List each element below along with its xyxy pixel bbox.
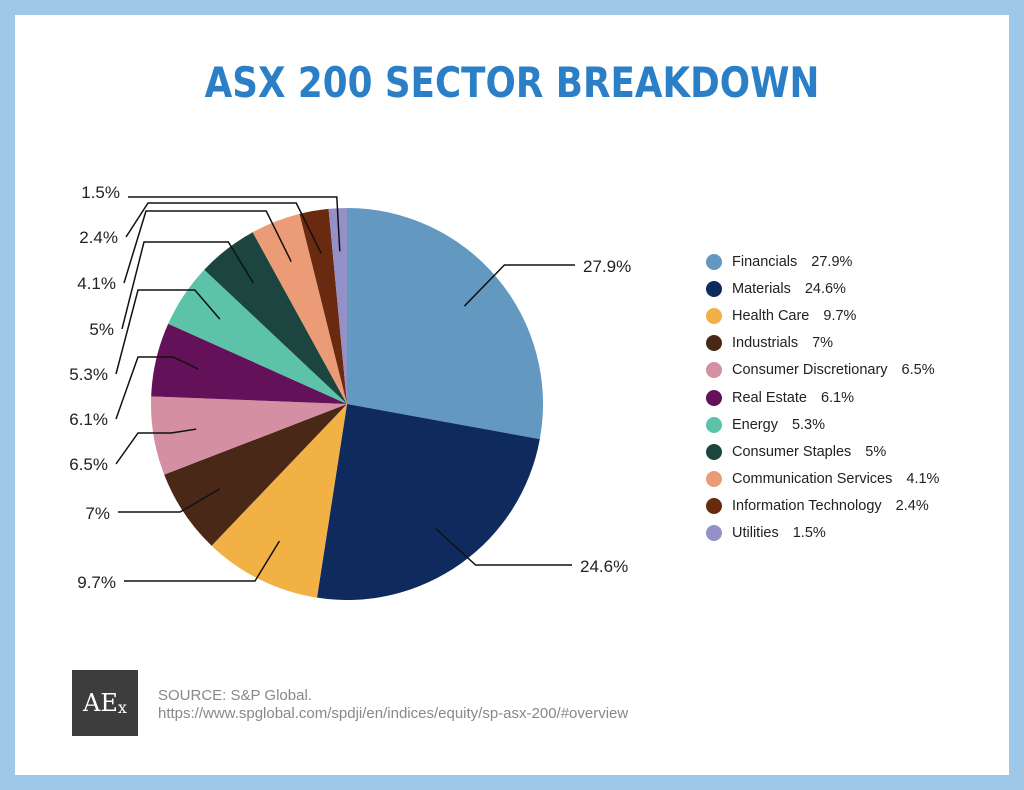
legend-swatch [706,471,722,488]
data-label: 4.1% [77,274,116,293]
legend-label: Financials [732,253,798,270]
data-label: 27.9% [583,257,631,276]
pie-slice-consumer-discretionary [150,396,347,475]
legend-label: Utilities [732,525,779,542]
legend-item: Industrials 7% [706,330,939,357]
legend-swatch [706,443,722,460]
legend-label: Health Care [732,307,810,324]
legend-item: Real Estate 6.1% [706,384,939,411]
legend-label: Consumer Staples [732,443,852,460]
legend-swatch [706,498,722,515]
legend-value: 6.5% [901,362,935,379]
legend-label: Industrials [732,335,799,352]
pie-slice-financials [347,208,543,440]
legend-value: 4.1% [906,471,940,488]
pie-slice-consumer-staples [204,232,347,404]
legend-value: 9.7% [823,307,857,324]
legend-value: 5.3% [791,416,826,433]
legend-label: Consumer Discretionary [732,362,888,379]
pie-slice-materials [316,404,540,600]
pie-slice-industrials [164,404,347,546]
data-label: 6.5% [69,455,108,474]
legend-swatch [706,335,722,352]
pie-slice-communication-services [252,213,347,404]
legend-label: Communication Services [732,471,893,488]
legend-item: Communication Services 4.1% [706,466,939,493]
data-label: 5% [89,320,114,339]
pie-slice-information-technology [299,208,347,404]
pie-slice-utilities [328,208,347,404]
leader-line [128,196,341,252]
legend-item: Information Technology 2.4% [706,493,939,520]
pie-slice-energy [168,269,347,404]
legend-swatch [706,525,722,542]
source-label: SOURCE: S&P Global. [158,687,312,704]
legend-swatch [706,389,722,406]
leader-line [124,540,281,582]
legend-item: Consumer Staples 5% [706,438,939,465]
data-label: 5.3% [69,365,108,384]
legend: Financials 27.9% Materials 24.6% Health Care… [706,248,939,547]
legend-swatch [706,307,722,324]
source-url: https://www.spglobal.com/spdji/en/indice… [158,705,629,722]
legend-value: 27.9% [811,253,853,270]
legend-label: Energy [732,416,778,433]
legend-label: Real Estate [732,389,807,406]
legend-value: 7% [812,335,834,352]
legend-swatch [706,280,722,297]
leader-line [118,488,221,513]
pie-slice-real-estate [151,323,347,404]
legend-swatch [706,362,722,379]
legend-value: 6.1% [820,389,855,406]
legend-item: Consumer Discretionary 6.5% [706,357,939,384]
aex-logo: AE x [72,670,138,736]
leader-line [115,289,221,375]
leader-line [435,528,572,566]
data-label: 2.4% [79,228,118,247]
leader-line [123,210,292,284]
legend-value: 2.4% [895,498,929,515]
data-label: 1.5% [81,183,120,202]
leader-line [121,241,255,330]
leader-line [125,202,322,254]
leader-line [115,356,199,420]
leader-line [463,264,575,307]
data-label: 9.7% [77,573,116,592]
leader-line [115,428,197,465]
legend-item: Energy 5.3% [706,411,939,438]
legend-value: 5% [865,443,887,460]
legend-value: 1.5% [792,525,826,542]
legend-swatch [706,416,722,433]
legend-item: Financials 27.9% [706,248,939,275]
legend-label: Materials [732,280,791,297]
data-label: 24.6% [580,557,628,576]
source-note: SOURCE: S&P Global. https://www.spglobal… [158,687,628,723]
legend-swatch [706,253,722,270]
legend-label: Information Technology [732,498,882,515]
legend-item: Materials 24.6% [706,275,939,302]
data-label: 7% [85,504,110,523]
legend-item: Health Care 9.7% [706,302,939,329]
legend-value: 24.6% [804,280,846,297]
data-label: 6.1% [69,410,108,429]
legend-item: Utilities 1.5% [706,520,939,547]
chart-title: ASX 200 SECTOR BREAKDOWN [204,58,820,107]
pie-slice-health-care [211,404,347,598]
